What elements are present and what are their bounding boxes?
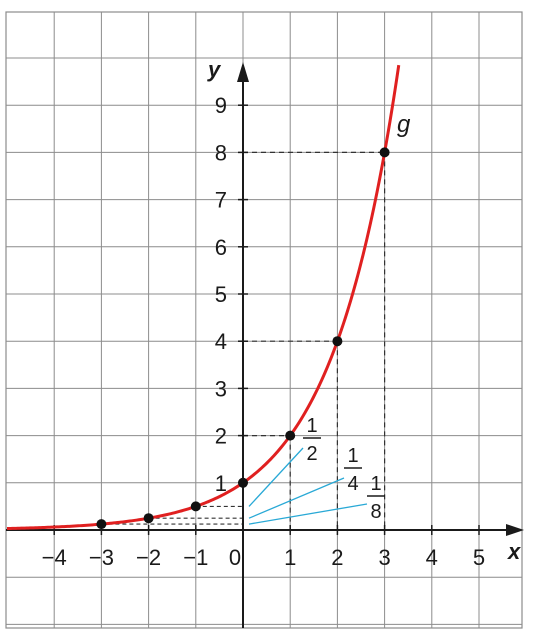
x-tick-label: 0: [229, 545, 241, 570]
data-point: [143, 513, 154, 524]
x-tick-label: 2: [331, 545, 343, 570]
fraction-denominator: 2: [306, 443, 317, 465]
curve-layer: g: [6, 64, 411, 531]
x-axis-arrow: [506, 524, 524, 536]
fraction-leader-line: [248, 503, 368, 525]
y-tick-label: 3: [215, 376, 227, 401]
fraction-labels: 12 14 18: [303, 415, 385, 523]
x-tick-label: 4: [426, 545, 438, 570]
fraction-numerator: 1: [370, 473, 381, 495]
data-points: [96, 147, 390, 530]
y-tick-label: 1: [215, 471, 227, 496]
y-tick-label: 9: [215, 93, 227, 118]
data-point: [379, 147, 390, 158]
y-axis-arrow: [237, 62, 249, 82]
x-axis-label: x: [507, 539, 521, 564]
data-point: [332, 336, 343, 347]
data-point: [190, 501, 201, 512]
y-tick-label: 8: [215, 140, 227, 165]
x-tick-label: 5: [473, 545, 485, 570]
y-tick-label: 5: [215, 282, 227, 307]
x-tick-label: 1: [284, 545, 296, 570]
grid-border: [5, 11, 523, 629]
guide-lines: [101, 151, 386, 530]
y-tick-label: 7: [215, 188, 227, 213]
data-point: [96, 519, 107, 530]
x-tick-label: −1: [183, 545, 208, 570]
curve-label: g: [397, 111, 411, 138]
y-tick-label: 2: [215, 424, 227, 449]
data-point: [285, 430, 296, 441]
grid: [5, 11, 523, 629]
data-point: [238, 477, 248, 488]
fraction-denominator: 4: [347, 473, 358, 495]
y-axis-label: y: [207, 57, 222, 82]
fraction-numerator: 1: [306, 415, 317, 437]
axes: [6, 62, 524, 628]
fraction-leader-line: [248, 447, 304, 507]
fraction-numerator: 1: [347, 445, 358, 467]
x-tick-label: 3: [378, 545, 390, 570]
fraction-denominator: 8: [370, 501, 381, 523]
x-tick-label: −3: [89, 545, 114, 570]
fraction-leader-lines: [248, 447, 368, 525]
curve-g: [6, 64, 401, 531]
x-tick-label: −4: [42, 545, 67, 570]
y-tick-label: 4: [215, 329, 227, 354]
tick-labels: x y −4 −3 −2 −1 0 1 2 3 4 5 1 2 3 4 5 6 7 8 9: [42, 57, 521, 570]
x-tick-label: −2: [136, 545, 161, 570]
y-tick-label: 6: [215, 235, 227, 260]
fraction-leader-line: [248, 477, 345, 519]
